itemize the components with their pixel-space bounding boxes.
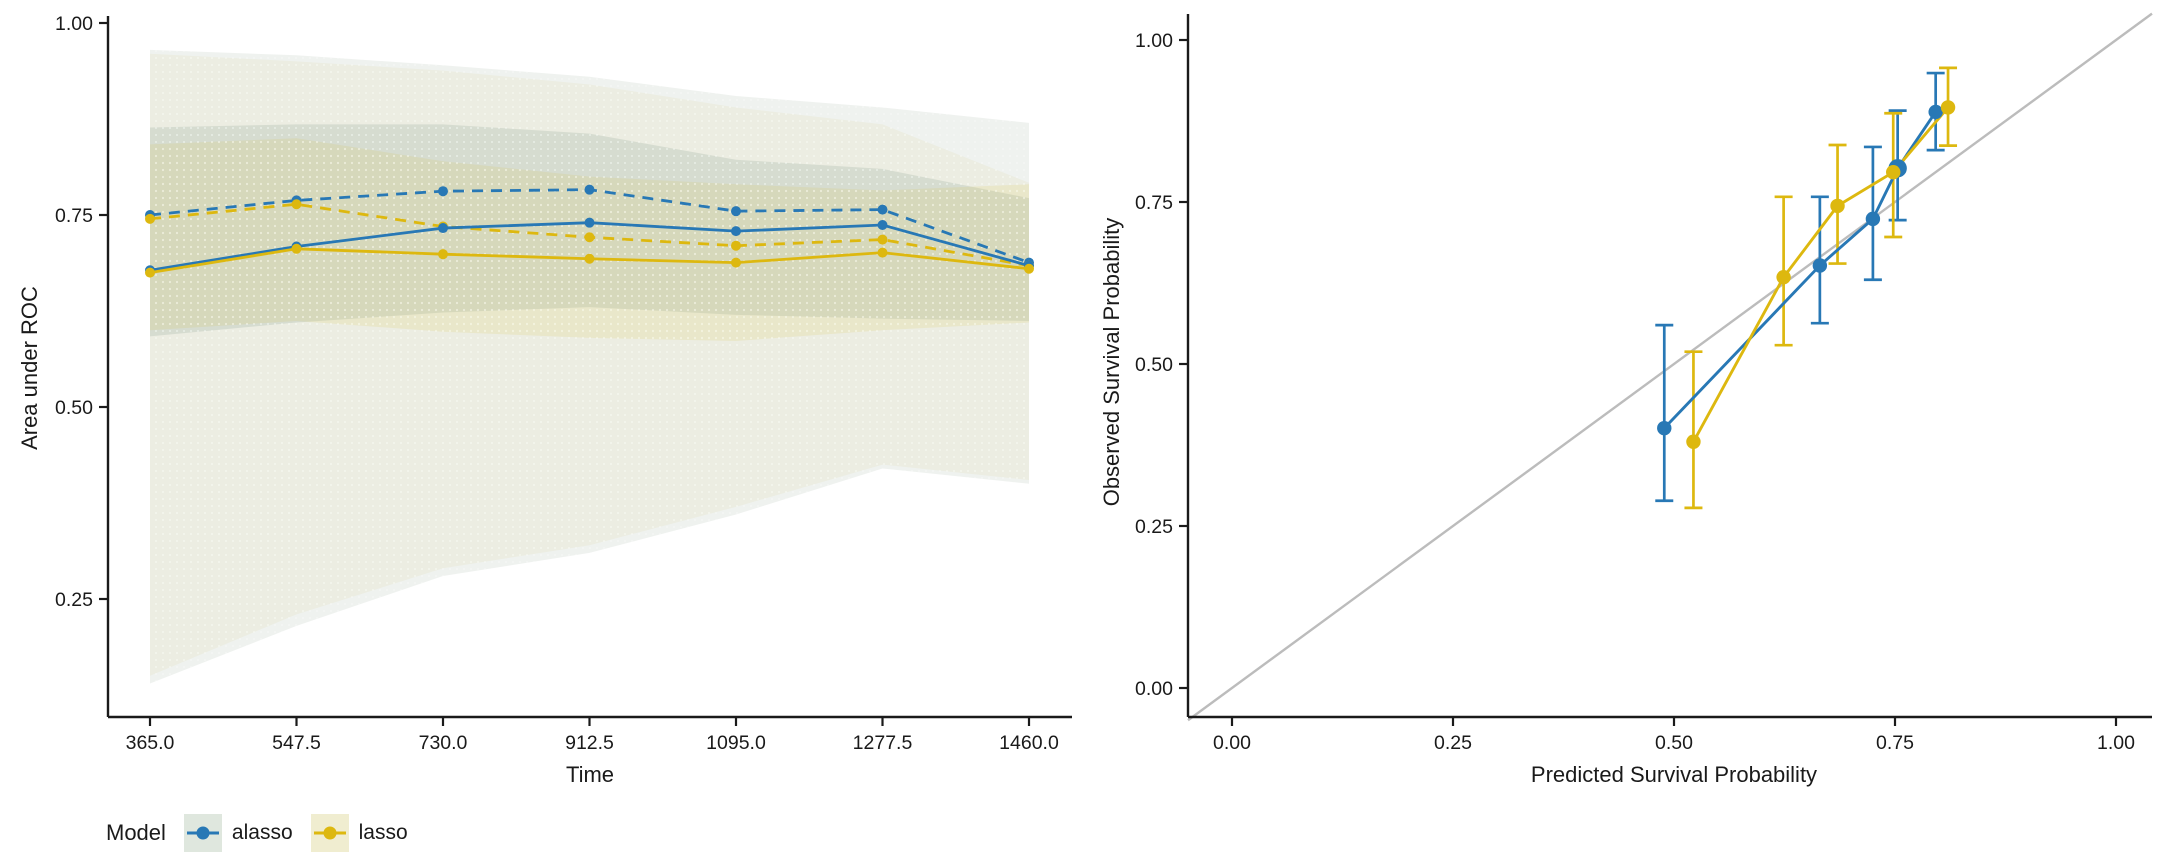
data-point bbox=[438, 186, 448, 197]
svg-text:1277.5: 1277.5 bbox=[853, 732, 913, 754]
alasso-ribbon-key-icon bbox=[183, 814, 222, 852]
calibration-plot: 0.00 0.25 0.50 0.75 1.00 0.00 0.25 0.50 0.75 1.00… bbox=[1080, 0, 2160, 864]
data-point bbox=[731, 240, 741, 251]
data-point bbox=[731, 257, 741, 268]
svg-text:0.50: 0.50 bbox=[1135, 354, 1173, 376]
left-legend-title: Model bbox=[106, 820, 166, 845]
data-point bbox=[731, 206, 741, 217]
data-point bbox=[877, 219, 888, 230]
left-y-axis-title: Area under ROC bbox=[17, 286, 42, 450]
svg-text:1.00: 1.00 bbox=[2097, 732, 2135, 754]
lasso-points bbox=[1686, 100, 1956, 449]
svg-text:1.00: 1.00 bbox=[55, 13, 93, 35]
data-point bbox=[1928, 104, 1943, 120]
data-point bbox=[1686, 434, 1701, 449]
data-point bbox=[1830, 198, 1845, 214]
svg-text:730.0: 730.0 bbox=[419, 732, 468, 754]
data-point bbox=[877, 204, 888, 215]
lasso-legend-label: lasso bbox=[358, 821, 408, 844]
data-point bbox=[731, 226, 741, 237]
svg-text:0.75: 0.75 bbox=[1876, 732, 1914, 754]
data-point bbox=[1657, 420, 1672, 436]
svg-text:0.75: 0.75 bbox=[55, 205, 93, 227]
data-point bbox=[584, 184, 595, 195]
auc-time-plot: 0.25 0.50 0.75 1.00 365.0 547.5 730.0 912.5 1095… bbox=[17, 13, 1072, 856]
data-point bbox=[1024, 263, 1034, 274]
data-point bbox=[1865, 211, 1881, 227]
axes bbox=[99, 16, 1072, 726]
data-point bbox=[438, 249, 448, 260]
data-point bbox=[1776, 269, 1791, 285]
auc-time-chart-canvas: 0.25 0.50 0.75 1.00 365.0 547.5 730.0 912.5 1095… bbox=[55, 13, 1072, 754]
data-point bbox=[291, 199, 302, 210]
svg-text:1095.0: 1095.0 bbox=[706, 732, 766, 754]
left-legend-item-alasso: alasso bbox=[183, 814, 293, 852]
svg-text:365.0: 365.0 bbox=[126, 732, 175, 754]
svg-text:0.50: 0.50 bbox=[55, 397, 93, 419]
alasso-legend-label: alasso bbox=[231, 821, 293, 844]
left-model-legend: Model alasso lasso bbox=[106, 810, 408, 856]
data-point bbox=[584, 217, 595, 228]
left-legend-item-lasso: lasso bbox=[310, 814, 408, 852]
svg-text:0.25: 0.25 bbox=[1135, 516, 1173, 538]
data-point bbox=[877, 234, 888, 245]
svg-text:0.75: 0.75 bbox=[1135, 192, 1173, 214]
data-point bbox=[1886, 164, 1901, 180]
svg-text:0.25: 0.25 bbox=[1434, 732, 1472, 754]
axes bbox=[1179, 14, 2152, 726]
svg-text:912.5: 912.5 bbox=[565, 732, 614, 754]
data-point bbox=[145, 213, 155, 224]
data-point bbox=[291, 243, 302, 254]
calibration-chart-canvas: 0.00 0.25 0.50 0.75 1.00 0.00 0.25 0.50 0.75 1.00 bbox=[1135, 12, 2153, 754]
svg-text:0.00: 0.00 bbox=[1135, 678, 1173, 700]
left-x-axis-title: Time bbox=[565, 762, 615, 787]
right-x-axis-title: Predicted Survival Probability bbox=[1530, 762, 1818, 787]
right-y-axis-title: Observed Survival Probability bbox=[1099, 217, 1124, 507]
alasso-calibration-line bbox=[1663, 111, 1937, 430]
svg-text:0.25: 0.25 bbox=[55, 589, 93, 611]
data-point bbox=[877, 247, 888, 258]
svg-text:547.5: 547.5 bbox=[272, 732, 321, 754]
alasso-points bbox=[1657, 104, 1943, 436]
lasso-ribbon-key-icon bbox=[310, 814, 349, 852]
data-point bbox=[145, 267, 155, 278]
data-point bbox=[438, 223, 448, 234]
data-point bbox=[1940, 100, 1956, 115]
identity-reference-line bbox=[1187, 12, 2153, 722]
svg-text:0.00: 0.00 bbox=[1213, 732, 1251, 754]
data-point bbox=[584, 253, 595, 264]
data-point bbox=[1812, 258, 1828, 273]
svg-text:1460.0: 1460.0 bbox=[999, 732, 1059, 754]
svg-text:0.50: 0.50 bbox=[1655, 732, 1693, 754]
confidence-ribbons bbox=[150, 49, 1029, 684]
data-point bbox=[584, 232, 595, 243]
svg-text:1.00: 1.00 bbox=[1135, 30, 1173, 52]
lasso-solid-line bbox=[145, 243, 1034, 278]
